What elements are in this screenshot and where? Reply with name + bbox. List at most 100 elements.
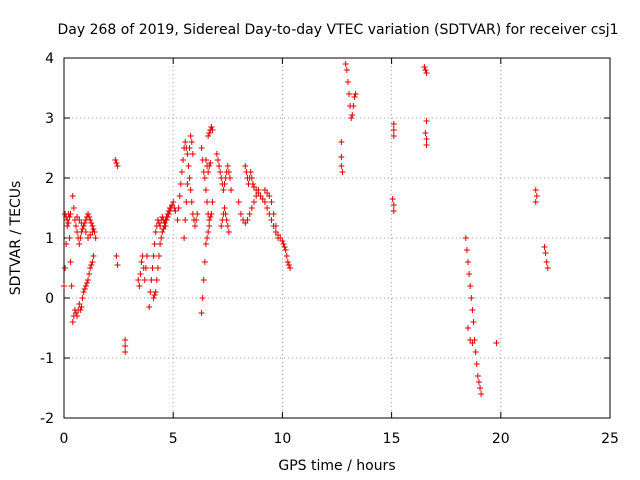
data-point: [541, 244, 548, 250]
data-point: [423, 142, 430, 148]
data-point: [62, 265, 69, 271]
data-point: [281, 244, 288, 250]
data-point: [533, 193, 540, 199]
data-point: [114, 163, 121, 169]
data-point: [221, 181, 228, 187]
data-point: [208, 124, 215, 130]
data-point: [472, 349, 479, 355]
data-point: [175, 205, 182, 211]
data-point: [470, 319, 477, 325]
data-point: [201, 175, 208, 181]
data-point: [82, 283, 89, 289]
data-point: [112, 157, 119, 163]
data-point: [160, 226, 167, 232]
y-tick-label: -1: [40, 351, 54, 367]
data-point: [151, 292, 158, 298]
data-point: [207, 214, 214, 220]
data-point: [192, 223, 199, 229]
data-point: [135, 277, 142, 283]
data-point: [182, 139, 189, 145]
data-point: [174, 217, 181, 223]
data-point: [477, 385, 484, 391]
data-point: [206, 163, 213, 169]
data-point: [247, 169, 254, 175]
data-point: [79, 295, 86, 301]
data-point: [164, 211, 171, 217]
data-point: [156, 253, 163, 259]
data-point: [348, 115, 355, 121]
data-point: [186, 175, 193, 181]
data-point: [152, 289, 159, 295]
y-tick-label: 3: [45, 111, 54, 127]
data-point: [68, 283, 75, 289]
chart-title: Day 268 of 2019, Sidereal Day-to-day VTE…: [57, 22, 618, 38]
data-point: [86, 214, 93, 220]
data-point: [242, 163, 249, 169]
data-point: [270, 211, 277, 217]
data-point: [184, 181, 191, 187]
data-point: [188, 139, 195, 145]
data-point: [390, 208, 397, 214]
data-point: [209, 127, 216, 133]
data-point: [237, 211, 244, 217]
data-point: [61, 283, 67, 289]
data-point: [188, 199, 195, 205]
data-point: [183, 199, 190, 205]
data-point: [220, 187, 227, 193]
data-point: [218, 223, 225, 229]
data-point: [77, 307, 84, 313]
data-point: [279, 238, 286, 244]
data-point: [158, 235, 165, 241]
data-point: [157, 241, 164, 247]
data-point: [532, 199, 539, 205]
data-point: [202, 241, 209, 247]
data-point: [73, 223, 80, 229]
data-point: [268, 217, 275, 223]
data-point: [153, 277, 160, 283]
data-point: [165, 208, 172, 214]
data-point: [70, 205, 77, 211]
data-point: [154, 265, 161, 271]
data-point: [67, 211, 74, 217]
data-point: [79, 226, 86, 232]
data-point: [478, 391, 485, 397]
data-point: [350, 103, 357, 109]
data-point: [423, 118, 430, 124]
data-point: [217, 169, 224, 175]
data-point: [205, 169, 212, 175]
x-tick-label: 25: [601, 431, 619, 447]
data-point: [251, 199, 258, 205]
data-point: [462, 235, 469, 241]
data-point: [187, 187, 194, 193]
data-point: [198, 145, 205, 151]
data-point: [206, 130, 213, 136]
data-point: [166, 205, 173, 211]
data-point: [185, 163, 192, 169]
data-point: [342, 61, 349, 67]
data-point: [224, 163, 231, 169]
data-point: [143, 253, 150, 259]
data-point: [92, 235, 99, 241]
data-point: [339, 169, 346, 175]
y-tick-label: -2: [40, 411, 54, 427]
y-axis-label: SDTVAR / TECUs: [8, 181, 24, 296]
data-point: [184, 151, 191, 157]
data-point: [176, 193, 183, 199]
data-point: [249, 181, 256, 187]
data-point: [284, 259, 291, 265]
data-point: [542, 250, 549, 256]
x-tick-label: 10: [273, 431, 291, 447]
data-point: [122, 349, 129, 355]
data-point: [282, 247, 289, 253]
data-point: [349, 112, 356, 118]
data-point: [199, 295, 206, 301]
data-point: [186, 145, 193, 151]
data-point: [221, 205, 228, 211]
data-point: [465, 325, 472, 331]
data-point: [87, 265, 94, 271]
data-point: [149, 265, 156, 271]
data-point: [189, 151, 196, 157]
data-point: [346, 91, 353, 97]
data-point: [90, 253, 97, 259]
data-point: [63, 241, 70, 247]
